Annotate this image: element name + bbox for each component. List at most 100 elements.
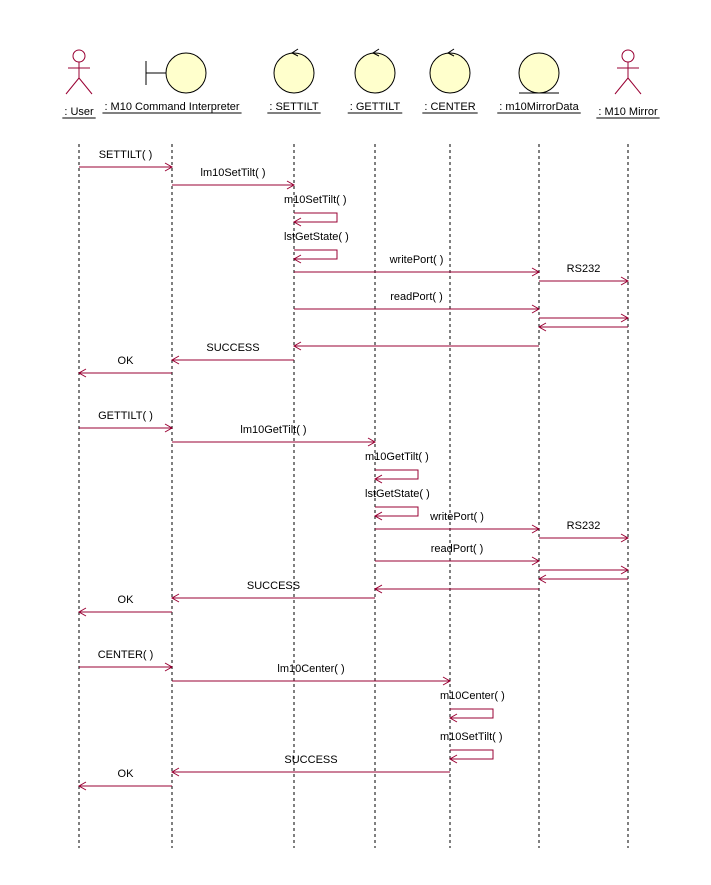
arrowhead [620, 533, 630, 543]
message-label: SUCCESS [247, 580, 300, 592]
message-label: m10SetTilt( ) [440, 731, 503, 743]
message-signal[interactable] [537, 322, 628, 332]
control-object-icon [354, 48, 396, 94]
lifeline-settilt[interactable]: : SETTILT [267, 48, 321, 848]
message-label: SETTILT( ) [99, 149, 153, 161]
entity-object-icon [518, 52, 560, 94]
message-label: RS232 [567, 520, 601, 532]
self-message-line [450, 749, 494, 760]
message-label: OK [118, 594, 135, 606]
message-label: SUCCESS [284, 754, 337, 766]
arrowhead [367, 437, 377, 447]
message-signal[interactable] [539, 313, 630, 323]
message-m10center[interactable]: m10Center( ) [440, 690, 505, 723]
arrowhead [292, 254, 302, 264]
message-success[interactable]: SUCCESS [170, 342, 294, 365]
self-message-line [375, 469, 419, 480]
arrowhead [373, 584, 383, 594]
message-m10gettilt[interactable]: m10GetTilt( ) [365, 451, 429, 484]
arrowhead [531, 524, 541, 534]
self-message-line [375, 506, 419, 517]
arrowhead [170, 767, 180, 777]
arrowhead [531, 556, 541, 566]
boundary-object-icon [145, 52, 207, 94]
self-message-line [294, 212, 338, 223]
message-success[interactable]: SUCCESS [170, 580, 375, 603]
control-object-icon [273, 48, 315, 94]
message-ok[interactable]: OK [77, 768, 172, 791]
message-label: writePort( ) [429, 511, 484, 523]
message-success[interactable]: SUCCESS [170, 754, 450, 777]
message-label: readPort( ) [390, 291, 443, 303]
message-signal[interactable] [537, 574, 628, 584]
message-label: OK [118, 768, 135, 780]
message-label: m10SetTilt( ) [284, 194, 347, 206]
arrowhead [620, 276, 630, 286]
message-writeport[interactable]: writePort( ) [294, 254, 541, 277]
arrowhead [77, 607, 87, 617]
message-lstgetstate[interactable]: lstGetState( ) [284, 231, 349, 264]
message-lm10center[interactable]: lm10Center( ) [172, 663, 452, 686]
arrowhead [373, 474, 383, 484]
arrowhead [170, 355, 180, 365]
message-lstgetstate[interactable]: lstGetState( ) [365, 488, 430, 521]
message-label: OK [118, 355, 135, 367]
lifeline-label: : User [64, 106, 94, 118]
message-ok[interactable]: OK [77, 594, 172, 617]
message-ok[interactable]: OK [77, 355, 172, 378]
self-message-line [450, 708, 494, 719]
message-readport[interactable]: readPort( ) [294, 291, 541, 314]
message-label: GETTILT( ) [98, 410, 153, 422]
actor-icon [65, 49, 93, 95]
arrowhead [448, 754, 458, 764]
message-lm10settilt[interactable]: lm10SetTilt( ) [172, 167, 296, 190]
message-label: m10GetTilt( ) [365, 451, 429, 463]
lifeline-user[interactable]: : User [62, 49, 96, 848]
arrowhead [531, 304, 541, 314]
lifeline-m10mirrordata[interactable]: : m10MirrorData [497, 52, 581, 848]
arrowhead [531, 267, 541, 277]
message-writeport[interactable]: writePort( ) [375, 511, 541, 534]
arrowhead [292, 341, 302, 351]
message-label: lstGetState( ) [284, 231, 349, 243]
lifeline-m10-mirror[interactable]: : M10 Mirror [596, 49, 660, 848]
message-signal[interactable] [539, 565, 630, 575]
message-label: writePort( ) [389, 254, 444, 266]
message-center[interactable]: CENTER( ) [79, 649, 174, 672]
message-gettilt[interactable]: GETTILT( ) [79, 410, 174, 433]
lifeline-m10-command-interpreter[interactable]: : M10 Command Interpreter [102, 52, 242, 848]
lifeline-center[interactable]: : CENTER [422, 48, 478, 848]
message-label: readPort( ) [431, 543, 484, 555]
message-label: lm10SetTilt( ) [201, 167, 266, 179]
arrowhead [164, 162, 174, 172]
message-rs232[interactable]: RS232 [539, 263, 630, 286]
message-signal[interactable] [373, 584, 539, 594]
arrowhead [448, 713, 458, 723]
message-lm10gettilt[interactable]: lm10GetTilt( ) [172, 424, 377, 447]
lifeline-label: : SETTILT [269, 101, 319, 113]
lifeline-gettilt[interactable]: : GETTILT [347, 48, 403, 848]
arrowhead [292, 217, 302, 227]
message-rs232[interactable]: RS232 [539, 520, 630, 543]
message-signal[interactable] [292, 341, 539, 351]
arrowhead [170, 593, 180, 603]
message-m10settilt[interactable]: m10SetTilt( ) [440, 731, 503, 764]
lifeline-label: : CENTER [424, 101, 475, 113]
control-object-icon [429, 48, 471, 94]
arrowhead [373, 511, 383, 521]
message-settilt[interactable]: SETTILT( ) [79, 149, 174, 172]
message-label: RS232 [567, 263, 601, 275]
message-label: lm10GetTilt( ) [240, 424, 306, 436]
message-label: lm10Center( ) [277, 663, 344, 675]
arrowhead [164, 423, 174, 433]
message-label: SUCCESS [206, 342, 259, 354]
arrowhead [537, 574, 547, 584]
lifeline-label: : M10 Command Interpreter [104, 101, 239, 113]
arrowhead [164, 662, 174, 672]
arrowhead [286, 180, 296, 190]
arrowhead [77, 368, 87, 378]
message-readport[interactable]: readPort( ) [375, 543, 541, 566]
message-m10settilt[interactable]: m10SetTilt( ) [284, 194, 347, 227]
self-message-line [294, 249, 338, 260]
